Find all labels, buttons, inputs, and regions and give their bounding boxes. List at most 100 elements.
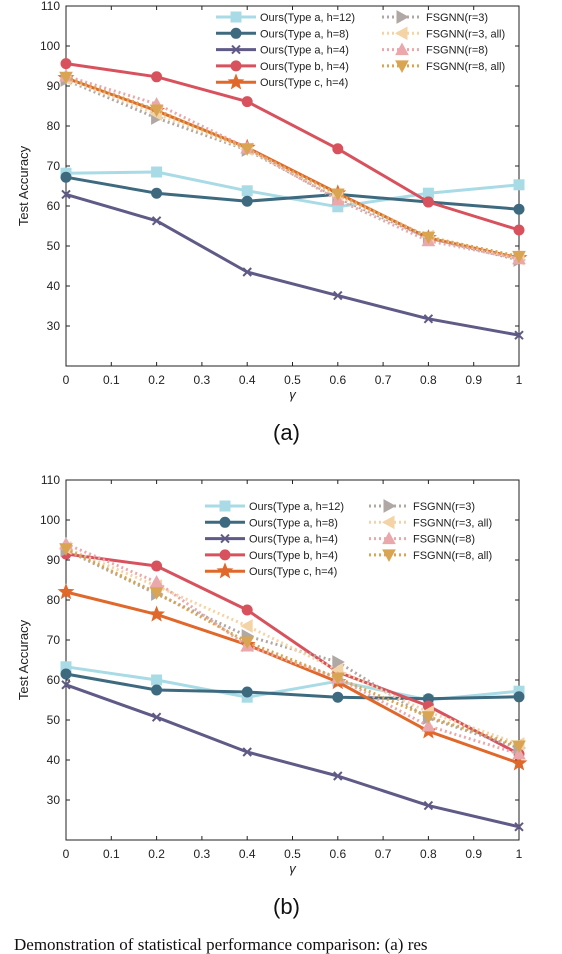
y-tick-label: 60 — [47, 199, 61, 213]
y-tick-label: 50 — [47, 713, 61, 727]
data-point — [151, 674, 163, 686]
x-tick-label: 0 — [63, 847, 70, 861]
legend-item: Ours(Type c, h=4) — [216, 73, 348, 90]
x-tick-label: 0.5 — [284, 847, 301, 861]
panel-label: (a) — [273, 420, 300, 445]
data-point — [149, 104, 164, 118]
x-tick-label: 0.5 — [284, 373, 301, 387]
x-tick-label: 0.8 — [420, 373, 437, 387]
legend: Ours(Type a, h=12) Ours(Type a, h=8) Ours(… — [216, 10, 505, 90]
legend-item: FSGNN(r=8, all) — [382, 60, 505, 73]
legend-label: Ours(Type a, h=8) — [260, 28, 349, 40]
legend-label: Ours(Type c, h=4) — [260, 77, 348, 89]
series-8 — [59, 71, 526, 264]
data-point — [59, 543, 73, 556]
x-tick-label: 0.8 — [420, 847, 437, 861]
series-line — [65, 175, 520, 211]
legend-label: Ours(Type a, h=12) — [249, 501, 344, 513]
chart-1: 0 0.1 0.2 0.3 0.4 0.5 0.6 0.7 0.8 0.9 1 30 40 50 60 70 8… — [16, 473, 528, 919]
data-point — [151, 684, 163, 696]
data-point — [149, 587, 164, 600]
data-point — [149, 574, 164, 588]
data-point — [421, 231, 436, 245]
y-tick-label: 30 — [47, 793, 61, 807]
data-point — [242, 747, 252, 757]
y-tick-label: 100 — [40, 39, 60, 53]
x-tick-label: 0.2 — [148, 847, 165, 861]
data-point — [151, 712, 162, 722]
x-tick-label: 0 — [63, 373, 70, 387]
x-tick-label: 0.6 — [329, 847, 346, 861]
legend-marker — [383, 499, 397, 513]
legend-item: Ours(Type c, h=4) — [205, 562, 337, 579]
series-2 — [61, 680, 524, 832]
data-point — [333, 771, 343, 781]
legend-item: Ours(Type a, h=4) — [216, 45, 349, 57]
y-tick-label: 40 — [47, 753, 61, 767]
legend: Ours(Type a, h=12) Ours(Type a, h=8) Ours(… — [205, 499, 492, 579]
series-line — [65, 62, 520, 232]
legend-marker — [394, 26, 408, 41]
legend-item: FSGNN(r=3, all) — [369, 515, 492, 530]
data-point — [333, 290, 343, 301]
y-tick-label: 80 — [47, 119, 61, 133]
legend-item: FSGNN(r=8, all) — [369, 549, 492, 562]
legend-label: Ours(Type b, h=4) — [249, 550, 338, 562]
legend-marker — [231, 44, 241, 55]
data-point — [330, 188, 345, 202]
series-line — [65, 192, 520, 337]
x-tick-label: 1 — [516, 373, 523, 387]
data-point — [241, 185, 253, 197]
legend-item: Ours(Type a, h=12) — [205, 500, 344, 513]
data-point — [60, 171, 72, 183]
legend-item: Ours(Type a, h=8) — [216, 27, 349, 40]
series-8 — [59, 543, 526, 754]
series-line — [65, 75, 520, 258]
legend-label: Ours(Type a, h=4) — [260, 45, 349, 57]
legend-marker — [227, 73, 245, 90]
x-tick-label: 0.7 — [375, 847, 392, 861]
data-point — [240, 636, 255, 650]
legend-item: Ours(Type a, h=8) — [205, 516, 338, 529]
series-line — [65, 76, 520, 260]
data-point — [422, 196, 434, 208]
series-1 — [60, 668, 525, 705]
legend-item: Ours(Type b, h=4) — [216, 60, 349, 73]
data-point — [514, 330, 524, 340]
y-tick-label: 110 — [41, 0, 60, 13]
legend-marker — [395, 42, 409, 56]
legend-label: FSGNN(r=8) — [426, 45, 488, 57]
data-point — [512, 740, 526, 754]
legend-item: FSGNN(r=3, all) — [382, 26, 505, 41]
data-point — [151, 187, 163, 199]
legend-label: Ours(Type a, h=8) — [249, 517, 338, 529]
data-point — [60, 58, 72, 70]
legend-marker — [396, 10, 410, 24]
x-axis-label: γ — [289, 387, 297, 402]
legend-marker — [381, 515, 395, 530]
chart-0: 0 0.1 0.2 0.3 0.4 0.5 0.6 0.7 0.8 0.9 1 30 40 50 60 70 8… — [16, 0, 528, 445]
x-axis-label: γ — [289, 861, 297, 876]
data-point — [241, 604, 253, 616]
legend-label: Ours(Type a, h=12) — [260, 12, 355, 24]
series-3 — [60, 58, 525, 236]
legend-item: Ours(Type a, h=12) — [216, 11, 355, 24]
data-point — [513, 203, 525, 215]
y-tick-label: 90 — [47, 553, 61, 567]
series-2 — [61, 189, 524, 340]
legend-label: FSGNN(r=3) — [426, 12, 488, 24]
data-point — [151, 166, 163, 178]
y-tick-label: 40 — [47, 279, 61, 293]
series-line — [65, 542, 520, 756]
data-point — [332, 655, 345, 669]
y-tick-label: 70 — [47, 633, 61, 647]
legend-item: FSGNN(r=3) — [382, 10, 488, 24]
legend-label: FSGNN(r=8, all) — [426, 61, 505, 73]
series-line — [65, 672, 520, 701]
series-line — [65, 683, 520, 829]
legend-marker — [395, 60, 409, 73]
legend-marker — [219, 516, 231, 528]
legend-marker — [216, 562, 234, 579]
data-point — [512, 746, 526, 760]
